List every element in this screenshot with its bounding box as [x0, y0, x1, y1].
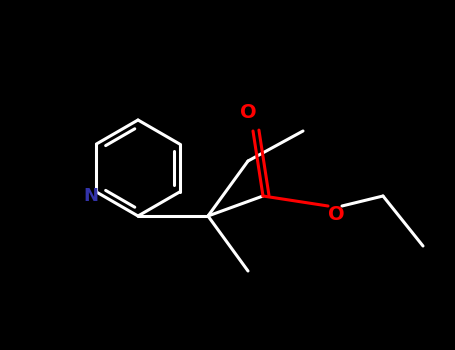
- Text: N: N: [83, 187, 98, 205]
- Text: O: O: [328, 204, 344, 224]
- Text: O: O: [240, 104, 256, 122]
